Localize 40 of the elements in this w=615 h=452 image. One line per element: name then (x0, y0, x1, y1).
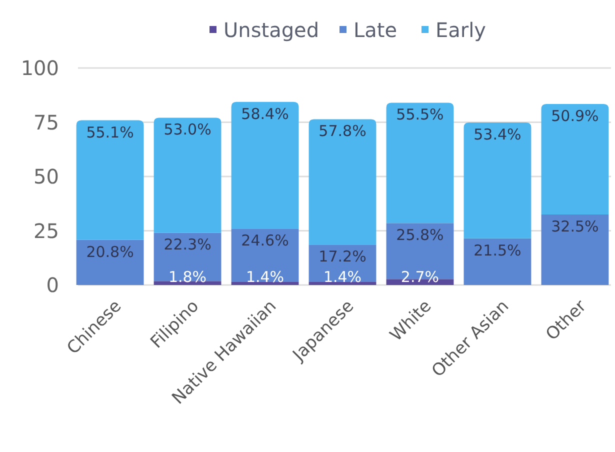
bar (308, 282, 376, 285)
data-label: 58.4% (241, 104, 289, 123)
data-label: 55.1% (86, 123, 134, 142)
legend-label: Late (354, 18, 398, 42)
data-label: 24.6% (241, 232, 289, 250)
bar (76, 120, 144, 240)
data-label: 22.3% (164, 236, 212, 254)
legend-label: Unstaged (224, 18, 320, 42)
bar (308, 119, 376, 245)
bar (154, 281, 222, 285)
y-tick-label: 100 (20, 56, 59, 80)
legend-label: Early (436, 18, 486, 42)
data-label: 32.5% (551, 217, 599, 236)
y-tick-label: 50 (34, 164, 59, 188)
y-tick-label: 25 (34, 218, 59, 243)
data-label: 17.2% (318, 248, 366, 266)
data-label: 1.4% (246, 268, 284, 286)
data-label: 25.8% (396, 226, 444, 244)
data-label: 55.5% (396, 106, 444, 124)
bar (386, 102, 454, 224)
data-label: 50.9% (551, 107, 599, 126)
y-tick-label: 0 (46, 273, 59, 297)
bar (76, 240, 144, 285)
data-label: 1.8% (168, 268, 207, 286)
data-label: 2.7% (400, 268, 440, 286)
data-label: 53.4% (474, 125, 522, 144)
bar (231, 282, 299, 285)
bar (154, 118, 222, 233)
bar (541, 214, 609, 285)
bar (464, 238, 532, 285)
bar (464, 122, 532, 238)
data-label: 1.4% (323, 268, 362, 286)
y-tick-label: 75 (34, 110, 59, 134)
data-label: 21.5% (474, 241, 522, 260)
bar (231, 228, 299, 282)
bar (231, 102, 299, 229)
data-label: 20.8% (86, 242, 134, 261)
bar (541, 104, 609, 214)
data-label: 57.8% (318, 122, 366, 140)
data-label: 53.0% (164, 120, 212, 139)
